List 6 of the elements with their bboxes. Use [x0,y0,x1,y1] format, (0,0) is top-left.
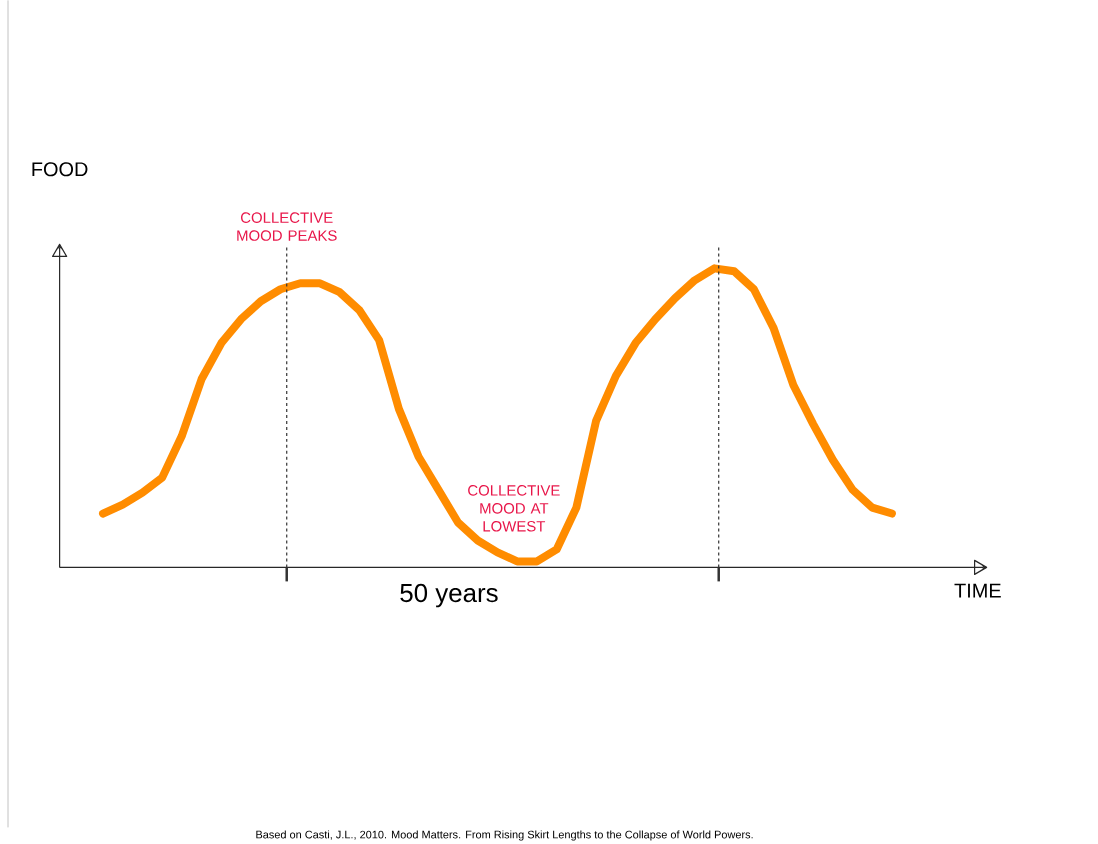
annotation: COLLECTIVE MOOD AT LOWEST [468,485,560,532]
x-axis-title: TIME [954,583,1001,598]
text: 50 years [400,583,498,608]
y-axis-title: FOOD [32,162,88,177]
text: Based on Casti, J.L., 2010. Mood Matters. From Rising Skirt Lengths to the Collapse of World Powers. [256,830,753,841]
text: COLLECTIVE MOOD PEAKS [237,212,337,241]
